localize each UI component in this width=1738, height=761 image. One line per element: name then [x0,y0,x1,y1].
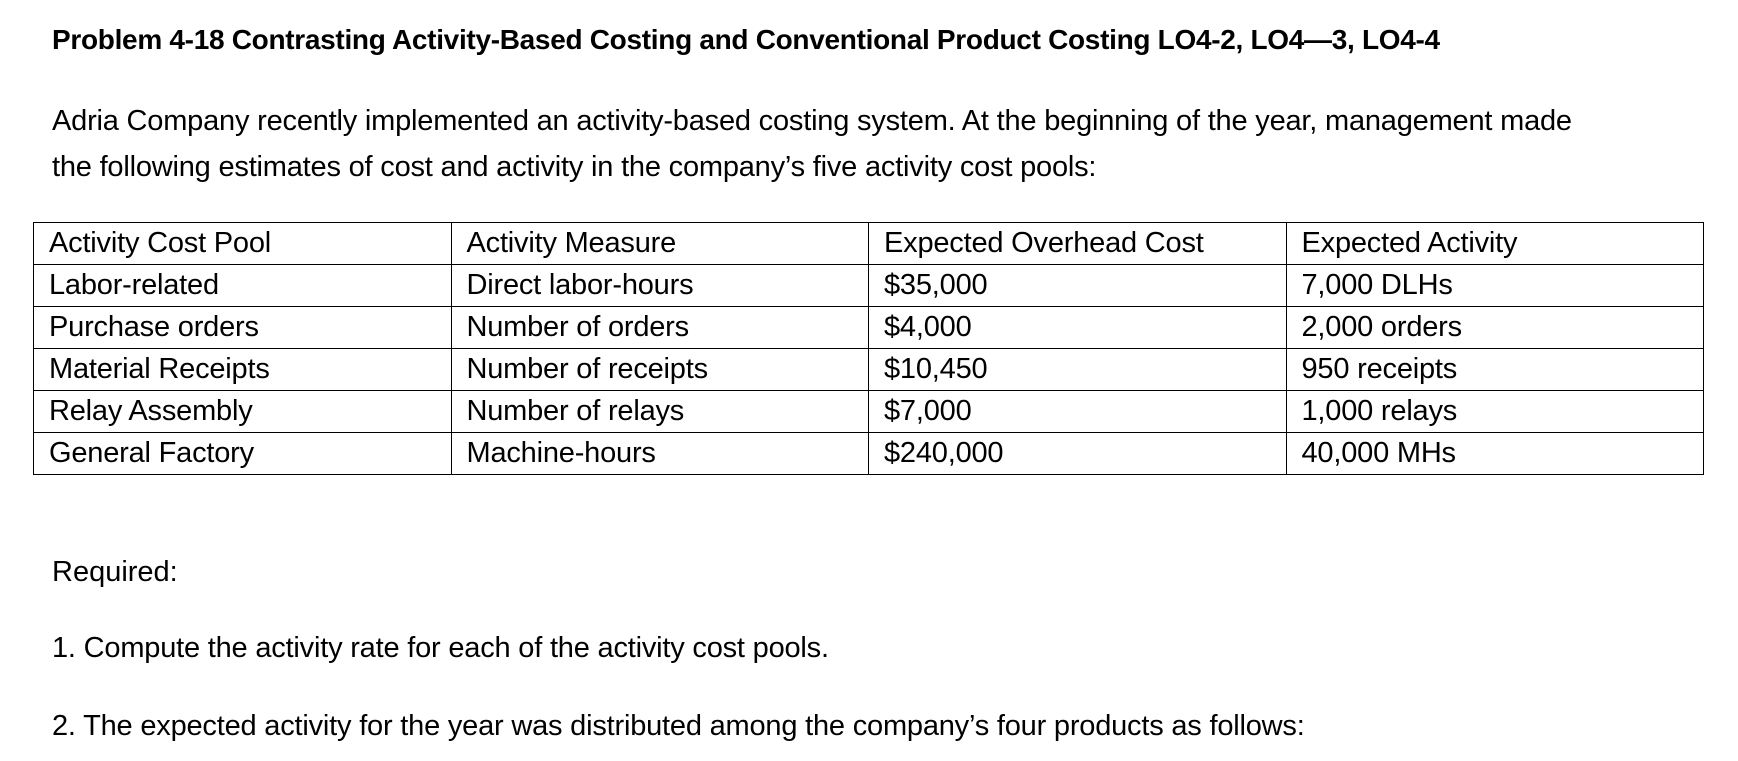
header-expected-overhead-cost: Expected Overhead Cost [868,222,1287,265]
cell-overhead-cost: $35,000 [868,264,1287,307]
activity-cost-pool-table: Activity Cost Pool Activity Measure Expe… [33,222,1704,475]
problem-title: Problem 4-18 Contrasting Activity-Based … [52,24,1440,55]
cell-expected-activity: 1,000 relays [1285,390,1704,433]
header-activity-measure: Activity Measure [450,222,869,265]
cell-cost-pool: General Factory [33,432,452,475]
cell-activity-measure: Number of receipts [450,348,869,391]
intro-line-1: Adria Company recently implemented an ac… [52,105,1572,137]
required-heading: Required: [52,556,178,588]
cell-cost-pool: Relay Assembly [33,390,452,433]
cell-expected-activity: 950 receipts [1285,348,1704,391]
cell-overhead-cost: $240,000 [868,432,1287,475]
cell-cost-pool: Labor-related [33,264,452,307]
table-row: Purchase orders Number of orders $4,000 … [33,306,1704,349]
header-activity-cost-pool: Activity Cost Pool [33,222,452,265]
cell-activity-measure: Number of relays [450,390,869,433]
cell-cost-pool: Purchase orders [33,306,452,349]
cell-activity-measure: Direct labor-hours [450,264,869,307]
table-header-row: Activity Cost Pool Activity Measure Expe… [33,222,1704,265]
table-row: Labor-related Direct labor-hours $35,000… [33,264,1704,307]
table-row: Relay Assembly Number of relays $7,000 1… [33,390,1704,433]
cell-expected-activity: 2,000 orders [1285,306,1704,349]
cell-activity-measure: Number of orders [450,306,869,349]
cell-overhead-cost: $7,000 [868,390,1287,433]
table-row: Material Receipts Number of receipts $10… [33,348,1704,391]
required-item-2: 2. The expected activity for the year wa… [52,710,1305,742]
cell-overhead-cost: $4,000 [868,306,1287,349]
header-expected-activity: Expected Activity [1285,222,1704,265]
intro-line-2: the following estimates of cost and acti… [52,151,1097,183]
cell-cost-pool: Material Receipts [33,348,452,391]
required-item-1: 1. Compute the activity rate for each of… [52,632,829,664]
table-row: General Factory Machine-hours $240,000 4… [33,432,1704,475]
cell-expected-activity: 40,000 MHs [1285,432,1704,475]
cell-activity-measure: Machine-hours [450,432,869,475]
cell-overhead-cost: $10,450 [868,348,1287,391]
intro-paragraph: Adria Company recently implemented an ac… [52,98,1712,190]
cell-expected-activity: 7,000 DLHs [1285,264,1704,307]
